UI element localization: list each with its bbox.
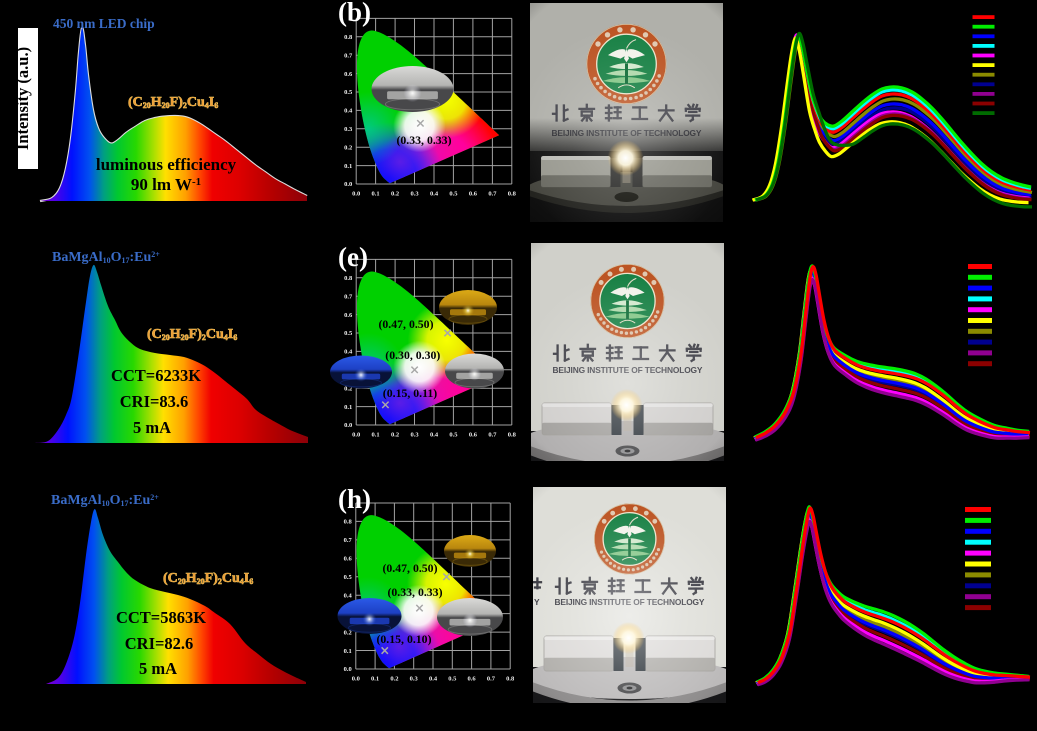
svg-text:CCT=5863K: CCT=5863K [116, 608, 206, 627]
svg-text:0.3: 0.3 [410, 676, 419, 683]
svg-text:(b): (b) [338, 0, 371, 27]
svg-text:(e): (e) [338, 242, 368, 272]
svg-text:0.2: 0.2 [344, 385, 352, 392]
svg-text:0.6: 0.6 [469, 191, 478, 198]
svg-text:CCT=6233K: CCT=6233K [111, 366, 201, 385]
svg-text:0.5: 0.5 [344, 330, 353, 337]
svg-text:0.6: 0.6 [344, 71, 353, 78]
svg-text:BaMgAl10O17:Eu2+: BaMgAl10O17:Eu2+ [51, 493, 159, 508]
svg-text:0.0: 0.0 [352, 432, 360, 439]
svg-text:0.8: 0.8 [344, 275, 353, 282]
svg-text:0.5: 0.5 [449, 432, 458, 439]
svg-text:0.0: 0.0 [352, 191, 360, 198]
svg-text:0.7: 0.7 [488, 432, 497, 439]
svg-text:0.1: 0.1 [372, 432, 380, 439]
svg-text:0.7: 0.7 [344, 293, 353, 300]
svg-text:0.0: 0.0 [344, 422, 352, 429]
svg-text:luminous efficiency: luminous efficiency [96, 155, 237, 174]
svg-text:0.3: 0.3 [344, 126, 353, 133]
svg-text:(0.15, 0.11): (0.15, 0.11) [383, 386, 437, 400]
svg-text:(C20H20F)2Cu4I6: (C20H20F)2Cu4I6 [163, 571, 253, 586]
svg-text:(0.33, 0.33): (0.33, 0.33) [396, 133, 451, 147]
svg-text:(C20H20F)2Cu4I6: (C20H20F)2Cu4I6 [147, 327, 237, 342]
svg-text:0.2: 0.2 [344, 144, 352, 151]
svg-text:0.2: 0.2 [344, 629, 352, 636]
svg-text:(h): (h) [338, 484, 371, 514]
svg-text:0.7: 0.7 [344, 537, 353, 544]
svg-text:0.4: 0.4 [344, 592, 353, 599]
svg-text:0.2: 0.2 [390, 676, 398, 683]
svg-text:CRI=82.6: CRI=82.6 [125, 634, 194, 653]
svg-text:0.4: 0.4 [344, 108, 353, 115]
svg-text:BaMgAl10O17:Eu2+: BaMgAl10O17:Eu2+ [52, 250, 160, 265]
svg-text:0.5: 0.5 [449, 191, 458, 198]
svg-text:450 nm LED chip: 450 nm LED chip [53, 16, 155, 31]
svg-text:0.4: 0.4 [344, 349, 353, 356]
svg-text:0.2: 0.2 [391, 191, 399, 198]
svg-text:0.8: 0.8 [508, 191, 517, 198]
svg-text:0.6: 0.6 [344, 556, 353, 563]
svg-text:Intensity (a.u.): Intensity (a.u.) [13, 47, 32, 150]
svg-text:0.1: 0.1 [372, 191, 380, 198]
svg-text:0.5: 0.5 [344, 574, 353, 581]
svg-text:0.6: 0.6 [344, 312, 353, 319]
svg-text:0.4: 0.4 [430, 432, 439, 439]
svg-text:0.7: 0.7 [487, 676, 496, 683]
svg-text:(0.47, 0.50): (0.47, 0.50) [378, 317, 433, 331]
svg-text:0.2: 0.2 [391, 432, 399, 439]
svg-text:0.5: 0.5 [448, 676, 457, 683]
svg-text:0.8: 0.8 [344, 34, 353, 41]
svg-text:5 mA: 5 mA [139, 659, 177, 678]
svg-text:0.3: 0.3 [410, 191, 419, 198]
svg-text:(0.47, 0.50): (0.47, 0.50) [382, 561, 437, 575]
svg-text:0.4: 0.4 [429, 676, 438, 683]
svg-text:(0.33, 0.33): (0.33, 0.33) [387, 585, 442, 599]
svg-text:0.1: 0.1 [344, 648, 352, 655]
svg-text:0.8: 0.8 [506, 676, 515, 683]
svg-text:0.0: 0.0 [344, 666, 352, 673]
svg-text:0.5: 0.5 [344, 89, 353, 96]
svg-text:(0.15, 0.10): (0.15, 0.10) [376, 632, 431, 646]
svg-text:0.0: 0.0 [344, 181, 352, 188]
svg-text:CRI=83.6: CRI=83.6 [120, 392, 189, 411]
svg-text:0.6: 0.6 [468, 676, 477, 683]
svg-text:0.1: 0.1 [344, 404, 352, 411]
svg-text:0.1: 0.1 [344, 163, 352, 170]
svg-text:90 lm W-1: 90 lm W-1 [131, 175, 201, 194]
svg-text:0.1: 0.1 [371, 676, 379, 683]
svg-text:(C20H20F)2Cu4I6: (C20H20F)2Cu4I6 [128, 95, 218, 110]
svg-text:0.3: 0.3 [410, 432, 419, 439]
svg-text:0.7: 0.7 [488, 191, 497, 198]
svg-text:5 mA: 5 mA [133, 418, 171, 437]
svg-text:0.7: 0.7 [344, 52, 353, 59]
svg-text:(0.30, 0.30): (0.30, 0.30) [385, 348, 440, 362]
svg-text:0.0: 0.0 [352, 676, 360, 683]
svg-text:0.4: 0.4 [430, 191, 439, 198]
svg-text:0.8: 0.8 [508, 432, 517, 439]
svg-text:0.8: 0.8 [344, 519, 353, 526]
svg-text:0.6: 0.6 [469, 432, 478, 439]
